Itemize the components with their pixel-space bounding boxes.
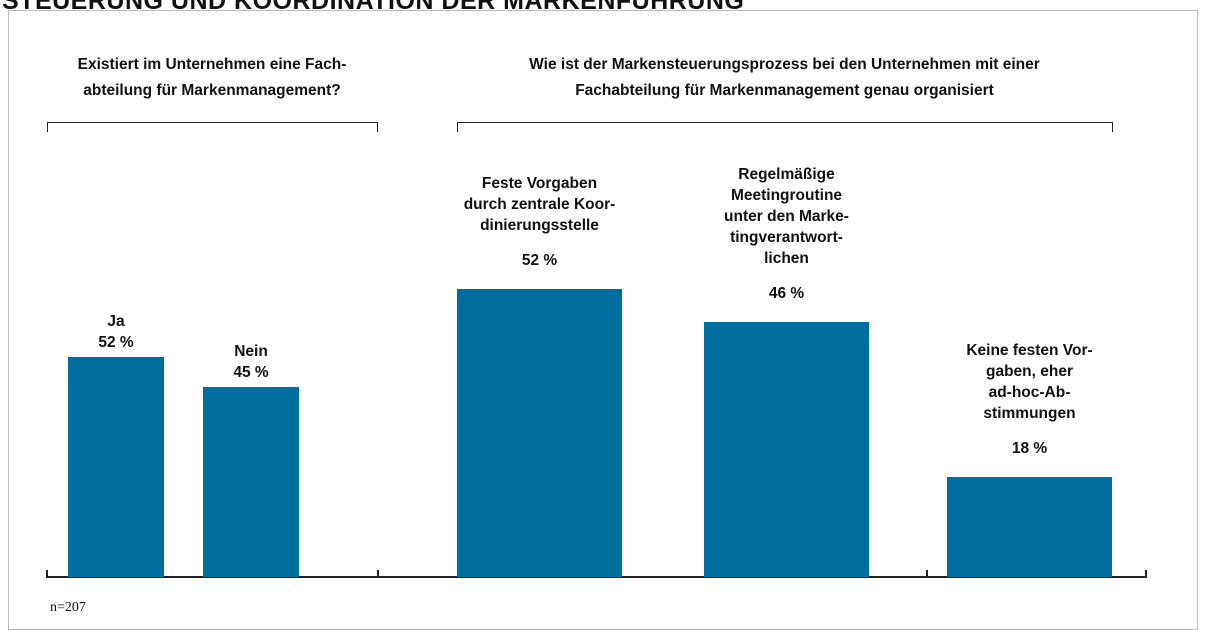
bracket [457, 122, 1113, 132]
separator-tick [926, 570, 928, 578]
category-label: Keine festen Vor- gaben, eher ad-hoc-Ab-… [966, 342, 1093, 423]
bar [947, 477, 1112, 577]
separator-tick [377, 570, 379, 578]
bar [68, 357, 164, 577]
panel-title: Existiert im Unternehmen eine Fach- abte… [77, 56, 347, 99]
category-label: Ja [107, 313, 125, 331]
value-label: 52 % [521, 251, 558, 269]
category-label: Nein [234, 342, 268, 360]
category-label: Feste Vorgaben durch zentrale Koor- dini… [463, 174, 616, 234]
axis-line [47, 576, 1147, 578]
value-label: 52 % [98, 334, 134, 352]
bar [704, 322, 869, 577]
separator-tick [46, 570, 48, 578]
value-label: 18 % [1011, 440, 1048, 458]
value-label: 46 % [768, 285, 805, 303]
sample-note: n=207 [50, 600, 86, 615]
separator-tick [1145, 570, 1147, 578]
page-title: STEUERUNG UND KOORDINATION DER MARKENFÜH… [2, 0, 745, 15]
bar [457, 288, 622, 577]
category-label: Regelmäßige Meetingroutine unter den Mar… [724, 166, 849, 268]
bracket [47, 122, 378, 132]
bar [203, 386, 299, 577]
panel-title: Wie ist der Markensteuerungsprozess bei … [529, 56, 1040, 99]
value-label: 45 % [233, 363, 269, 381]
